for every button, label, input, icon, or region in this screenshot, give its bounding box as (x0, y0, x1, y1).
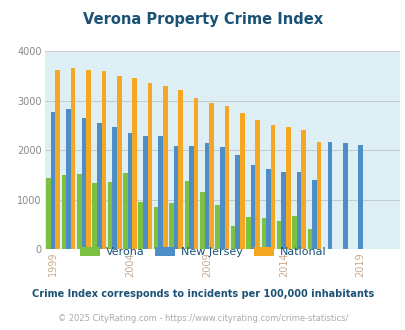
Bar (276, 221, 281, 249)
Bar (265, 169, 270, 249)
Bar (327, 142, 331, 249)
Bar (81, 118, 86, 249)
Bar (245, 217, 250, 249)
Bar (239, 113, 244, 249)
Bar (286, 127, 290, 249)
Bar (178, 90, 183, 249)
Bar (189, 146, 193, 249)
Bar (62, 176, 66, 249)
Bar (235, 155, 239, 249)
Bar (342, 143, 347, 249)
Bar (270, 125, 275, 249)
Bar (86, 70, 91, 249)
Bar (128, 133, 132, 249)
Bar (184, 181, 189, 249)
Bar (209, 103, 213, 249)
Bar (281, 172, 286, 249)
Bar (92, 183, 97, 249)
Bar (204, 143, 209, 249)
Bar (77, 175, 81, 249)
Bar (123, 174, 128, 249)
Bar (230, 226, 235, 249)
Bar (292, 216, 296, 249)
Bar (173, 146, 178, 249)
Bar (66, 109, 70, 249)
Bar (255, 120, 259, 249)
Bar (117, 76, 121, 249)
Bar (46, 178, 51, 249)
Bar (311, 180, 316, 249)
Bar (215, 205, 220, 249)
Bar (307, 229, 311, 249)
Bar (107, 182, 112, 249)
Bar (200, 192, 204, 249)
Bar (147, 83, 152, 249)
Bar (296, 172, 301, 249)
Bar (261, 218, 265, 249)
Bar (101, 71, 106, 249)
Bar (224, 106, 229, 249)
Text: Verona Property Crime Index: Verona Property Crime Index (83, 12, 322, 26)
Text: © 2025 CityRating.com - https://www.cityrating.com/crime-statistics/: © 2025 CityRating.com - https://www.city… (58, 314, 347, 323)
Legend: Verona, New Jersey, National: Verona, New Jersey, National (75, 243, 330, 262)
Bar (132, 79, 136, 249)
Bar (163, 86, 167, 249)
Bar (70, 68, 75, 249)
Bar (51, 112, 55, 249)
Bar (55, 70, 60, 249)
Bar (143, 136, 147, 249)
Bar (316, 142, 321, 249)
Bar (169, 203, 173, 249)
Text: Crime Index corresponds to incidents per 100,000 inhabitants: Crime Index corresponds to incidents per… (32, 289, 373, 299)
Bar (193, 98, 198, 249)
Bar (220, 147, 224, 249)
Bar (138, 202, 143, 249)
Bar (250, 165, 255, 249)
Bar (153, 207, 158, 249)
Bar (112, 127, 117, 249)
Bar (301, 130, 305, 249)
Bar (97, 123, 101, 249)
Bar (158, 136, 163, 249)
Bar (358, 145, 362, 249)
